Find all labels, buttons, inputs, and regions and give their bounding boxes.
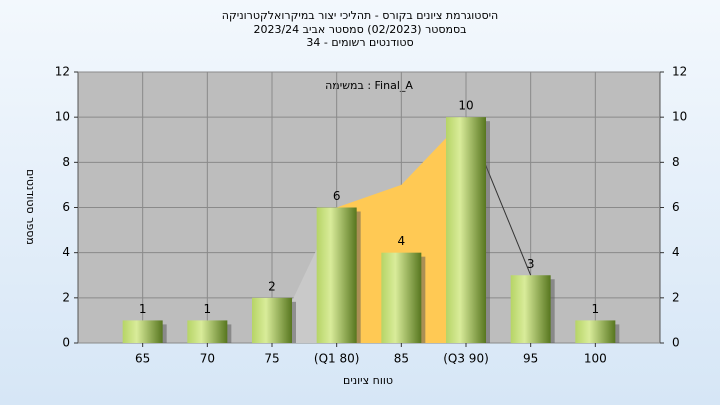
data-label: 1 bbox=[592, 302, 600, 316]
bar bbox=[381, 252, 422, 343]
y2-tick-label: 12 bbox=[672, 65, 687, 79]
y-tick-label: 6 bbox=[62, 200, 70, 214]
x-axis-label: טווח ציונים bbox=[343, 374, 393, 387]
bar bbox=[122, 320, 163, 343]
x-tick-label: 70 bbox=[200, 352, 215, 366]
y-tick-label: 8 bbox=[62, 155, 70, 169]
data-label: 2 bbox=[268, 279, 276, 293]
bar bbox=[187, 320, 228, 343]
y-tick-label: 2 bbox=[62, 290, 70, 304]
x-tick-label: 100 bbox=[584, 352, 607, 366]
data-label: 6 bbox=[333, 189, 341, 203]
x-tick-label: 65 bbox=[135, 352, 150, 366]
y-axis-label: מספר סטודנטים bbox=[24, 169, 37, 245]
y-tick-label: 0 bbox=[62, 336, 70, 350]
x-tick-label: 75 bbox=[264, 352, 279, 366]
x-tick-label: (Q1 80) bbox=[314, 352, 360, 366]
data-label: 3 bbox=[527, 257, 535, 271]
y2-tick-label: 0 bbox=[672, 336, 680, 350]
bar bbox=[510, 275, 551, 343]
y2-tick-label: 4 bbox=[672, 245, 680, 259]
y2-tick-label: 8 bbox=[672, 155, 680, 169]
iqr-area bbox=[336, 117, 466, 344]
data-label: 1 bbox=[139, 302, 147, 316]
bar bbox=[575, 320, 616, 343]
bar bbox=[446, 117, 486, 344]
chart-subtitle: סטודנטים רשומים - 34 bbox=[306, 36, 413, 49]
y-tick-label: 12 bbox=[55, 65, 70, 79]
y2-tick-label: 6 bbox=[672, 200, 680, 214]
data-label: 1 bbox=[204, 302, 212, 316]
bar bbox=[316, 207, 357, 343]
y-tick-label: 10 bbox=[55, 110, 70, 124]
chart-title: היסטוגרמת ציונים בקורס - תהליכי יצור במי… bbox=[222, 9, 498, 22]
annotation: במשימה : Final_A bbox=[325, 79, 413, 92]
y2-tick-label: 10 bbox=[672, 110, 687, 124]
data-label: 4 bbox=[398, 234, 406, 248]
y2-tick-label: 2 bbox=[672, 290, 680, 304]
x-tick-label: (Q3 90) bbox=[443, 352, 489, 366]
y-tick-label: 4 bbox=[62, 245, 70, 259]
data-label: 10 bbox=[458, 99, 473, 113]
bar bbox=[252, 297, 292, 343]
chart-subtitle: בסמסטר (02/2023) סמסטר אביב 2023/24 bbox=[253, 23, 466, 36]
x-tick-label: 85 bbox=[394, 352, 409, 366]
x-tick-label: 95 bbox=[523, 352, 538, 366]
